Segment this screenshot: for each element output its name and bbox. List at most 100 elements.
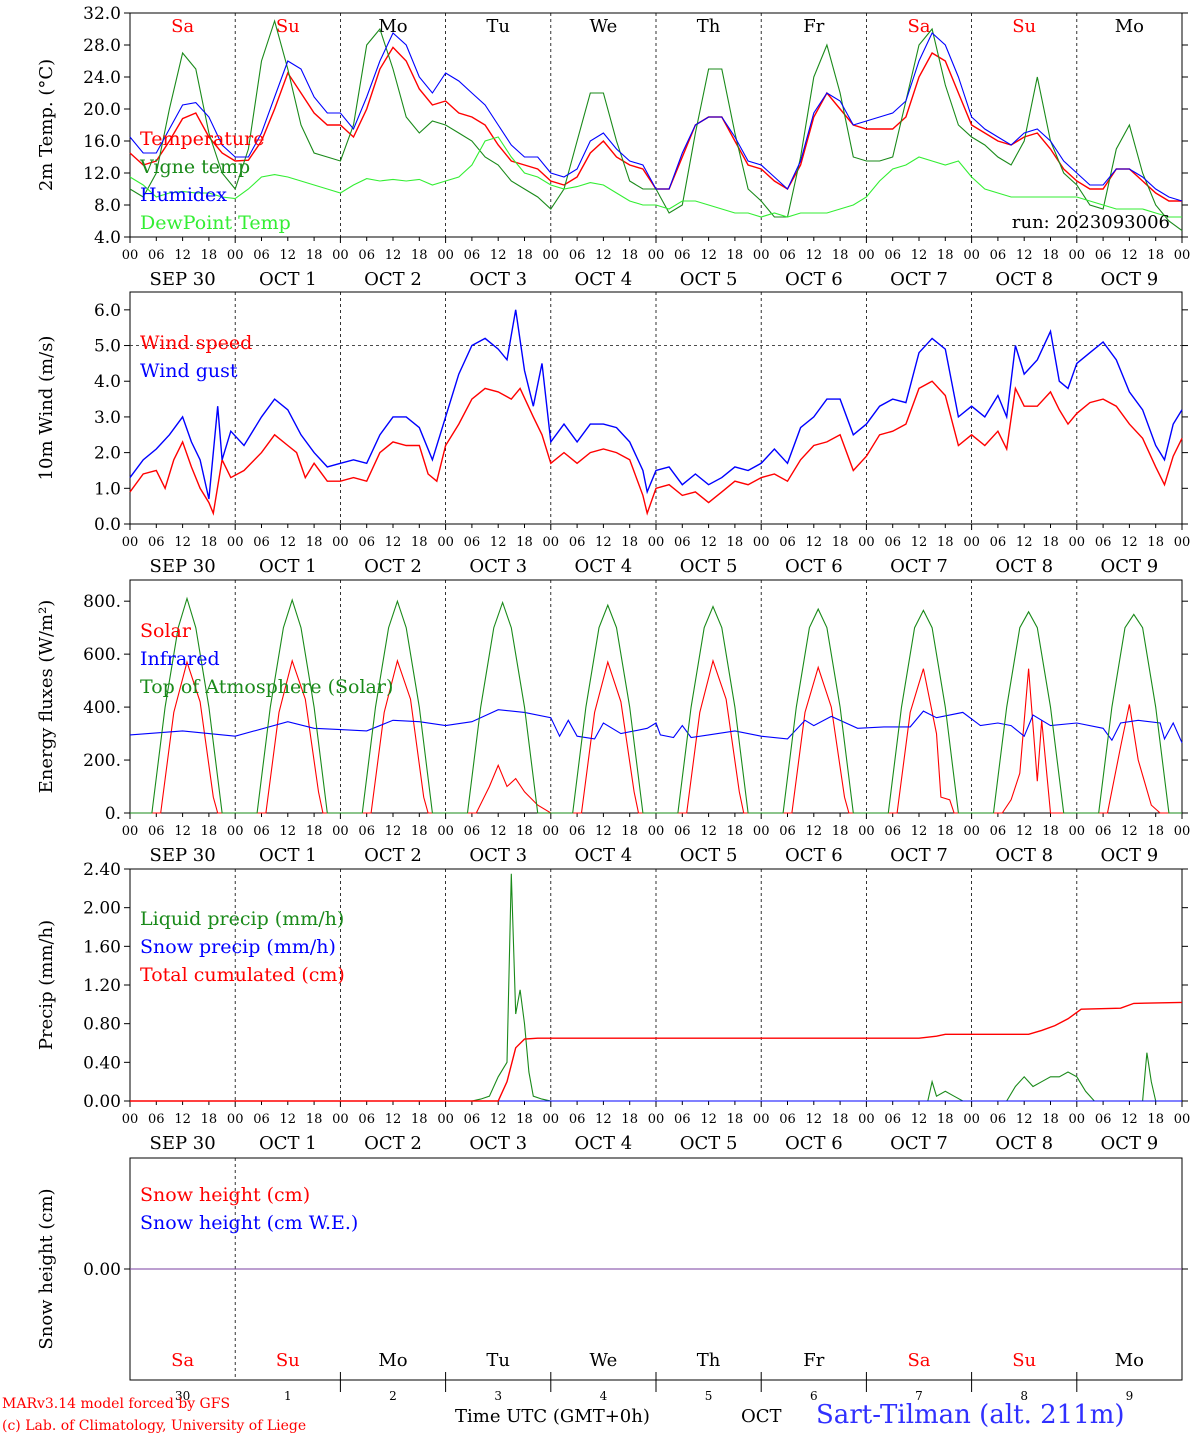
hour-tick-label: 00	[437, 1112, 454, 1127]
day-of-week-label: Mo	[1115, 1350, 1144, 1371]
legend-entry: Liquid precip (mm/h)	[140, 908, 344, 930]
hour-tick-label: 00	[648, 824, 665, 839]
hour-tick-label: 18	[727, 1112, 744, 1127]
hour-tick-label: 00	[332, 535, 349, 550]
hour-tick-label: 06	[884, 535, 901, 550]
plot-frame	[129, 12, 1183, 238]
date-label: OCT 6	[785, 556, 843, 577]
hour-tick-label: 18	[832, 824, 849, 839]
date-label: OCT 1	[259, 1133, 317, 1154]
hour-tick-label: 12	[1016, 535, 1033, 550]
y-tick-label: 1.20	[83, 976, 121, 996]
hour-tick-label: 06	[464, 248, 481, 263]
hour-tick-label: 18	[306, 1112, 323, 1127]
legend-entry: Infrared	[140, 648, 220, 670]
legend-entry: Snow height (cm)	[140, 1184, 310, 1206]
hour-tick-label: 00	[963, 535, 980, 550]
date-label: OCT 4	[575, 1133, 633, 1154]
y-tick-label: 20.0	[83, 100, 121, 120]
hour-tick-label: 06	[253, 248, 270, 263]
day-of-week-label: Mo	[1115, 16, 1144, 37]
hour-tick-label: 18	[201, 248, 218, 263]
date-label: OCT 4	[575, 269, 633, 290]
hour-tick-label: 12	[1016, 824, 1033, 839]
date-label: SEP 30	[149, 1133, 215, 1154]
hour-tick-label: 00	[1174, 824, 1191, 839]
day-of-week-label: We	[590, 16, 618, 37]
y-tick-label: 4.0	[94, 372, 121, 392]
date-label: OCT 7	[890, 556, 948, 577]
hour-tick-label: 12	[911, 824, 928, 839]
hour-tick-label: 00	[227, 1112, 244, 1127]
hour-tick-label: 00	[648, 248, 665, 263]
y-tick-label: 200.	[83, 751, 121, 771]
hour-tick-label: 12	[1121, 535, 1138, 550]
date-label: SEP 30	[149, 556, 215, 577]
date-label: OCT 3	[469, 556, 527, 577]
day-number-label: 6	[810, 1389, 818, 1403]
hour-tick-label: 00	[963, 824, 980, 839]
day-number-label: 5	[705, 1389, 713, 1403]
y-tick-label: 0.00	[83, 1092, 121, 1112]
y-tick-label: 16.0	[83, 132, 121, 152]
hour-tick-label: 18	[411, 824, 428, 839]
hour-tick-label: 12	[385, 824, 402, 839]
date-label: OCT 8	[995, 845, 1053, 866]
y-axis-label: 2m Temp. (°C)	[36, 59, 57, 191]
hour-tick-label: 06	[779, 824, 796, 839]
date-label: OCT 7	[890, 845, 948, 866]
hour-tick-label: 12	[806, 248, 823, 263]
hour-tick-label: 00	[648, 1112, 665, 1127]
hour-tick-label: 12	[595, 824, 612, 839]
hour-tick-label: 12	[700, 248, 717, 263]
hour-tick-label: 00	[858, 248, 875, 263]
legend-entry: Vigne temp	[139, 156, 250, 178]
day-of-week-label: Su	[276, 1350, 300, 1371]
day-of-week-label: Mo	[378, 1350, 407, 1371]
hour-tick-label: 00	[963, 1112, 980, 1127]
hour-tick-label: 18	[727, 824, 744, 839]
day-number-label: 30	[175, 1389, 190, 1403]
hour-tick-label: 12	[174, 535, 191, 550]
hour-tick-label: 06	[674, 248, 691, 263]
hour-tick-label: 12	[700, 535, 717, 550]
legend-entry: Wind gust	[140, 360, 238, 382]
y-axis-label: Energy fluxes (W/m²)	[36, 600, 57, 794]
hour-tick-label: 18	[201, 824, 218, 839]
day-of-week-label: Su	[276, 16, 300, 37]
hour-tick-label: 18	[306, 248, 323, 263]
hour-tick-label: 00	[543, 1112, 560, 1127]
hour-tick-label: 00	[858, 824, 875, 839]
hour-tick-label: 18	[201, 1112, 218, 1127]
hour-tick-label: 00	[332, 824, 349, 839]
day-of-week-label: Sa	[171, 16, 194, 37]
y-tick-label: 600.	[83, 645, 121, 665]
day-number-label: 7	[915, 1389, 923, 1403]
hour-tick-label: 06	[148, 824, 165, 839]
hour-tick-label: 00	[122, 248, 139, 263]
model-credit: MARv3.14 model forced by GFS	[2, 1396, 231, 1412]
hour-tick-label: 18	[727, 535, 744, 550]
series-line	[129, 380, 1183, 516]
hour-tick-label: 06	[674, 1112, 691, 1127]
y-tick-label: 24.0	[83, 68, 121, 88]
date-label: OCT 1	[259, 556, 317, 577]
station-label: Sart-Tilman (alt. 211m)	[816, 1400, 1125, 1430]
hour-tick-label: 00	[858, 535, 875, 550]
hour-tick-label: 00	[543, 535, 560, 550]
hour-tick-label: 00	[1069, 248, 1086, 263]
y-axis-label: 10m Wind (m/s)	[36, 336, 57, 481]
hour-tick-label: 00	[1174, 1112, 1191, 1127]
hour-tick-label: 06	[1095, 824, 1112, 839]
hour-tick-label: 06	[884, 248, 901, 263]
hour-tick-label: 12	[911, 535, 928, 550]
legend-entry: Total cumulated (cm)	[140, 964, 345, 986]
hour-tick-label: 12	[174, 1112, 191, 1127]
date-label: OCT 6	[785, 269, 843, 290]
day-of-week-label: Fr	[803, 16, 824, 37]
hour-tick-label: 18	[516, 248, 533, 263]
day-number-label: 8	[1020, 1389, 1028, 1403]
date-label: SEP 30	[149, 269, 215, 290]
hour-tick-label: 12	[280, 1112, 297, 1127]
y-axis-label: Precip (mm/h)	[36, 920, 57, 1050]
